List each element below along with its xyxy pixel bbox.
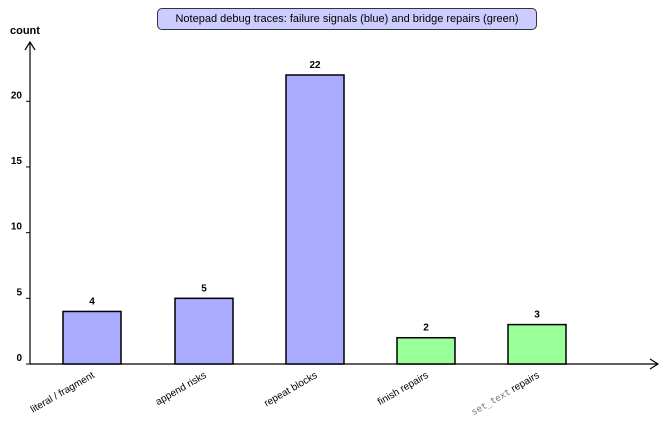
y-tick-label: 20: [11, 90, 23, 101]
data-label: 2: [423, 323, 429, 334]
category-label: repeat blocks: [262, 370, 319, 409]
data-label: 4: [89, 296, 95, 307]
y-tick-label: 0: [16, 353, 22, 364]
bar: [62, 310, 122, 365]
category-text: finish repairs: [376, 370, 431, 408]
category-label: literal / fragment: [29, 370, 97, 415]
category-code: set_text: [470, 388, 513, 418]
y-axis-arrow: [24, 40, 36, 51]
bar: [507, 323, 567, 365]
data-label: 5: [201, 283, 207, 294]
category-label: finish repairs: [376, 370, 431, 408]
y-tick-label: 5: [16, 287, 22, 298]
y-axis-title: count: [10, 25, 40, 37]
data-label: 3: [534, 310, 540, 321]
category-text: repeat blocks: [262, 370, 319, 409]
category-text: repairs: [507, 370, 541, 396]
category-label: set_text repairs: [470, 370, 542, 418]
category-labels: literal / fragment append risks repeat blo…: [29, 370, 542, 418]
category-text: append risks: [154, 370, 209, 408]
bar: [174, 297, 234, 365]
bar: [396, 336, 456, 365]
y-tick-label: 10: [11, 222, 23, 233]
chart-title: Notepad debug traces: failure signals (b…: [157, 8, 537, 30]
x-axis-arrow: [649, 358, 660, 370]
category-text: literal / fragment: [29, 370, 97, 415]
bar: [285, 74, 345, 365]
y-ticks: 0 5 10 15 20: [11, 90, 30, 365]
category-label: append risks: [154, 370, 209, 408]
bars: [62, 74, 567, 365]
y-tick-label: 15: [11, 156, 23, 167]
data-label: 22: [309, 60, 321, 71]
